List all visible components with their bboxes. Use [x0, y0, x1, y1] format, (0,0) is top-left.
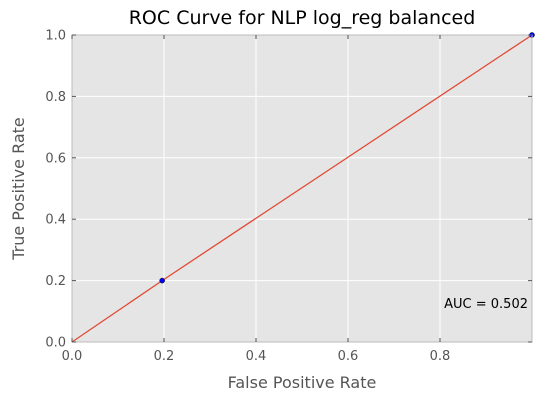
roc-point-0: [159, 277, 165, 284]
x-tick-label-4: 0.8: [430, 349, 451, 364]
tick-layer: [71, 34, 532, 343]
x-tick-label-1: 0.2: [154, 349, 175, 364]
y-tick-label-1: 0.2: [45, 274, 66, 289]
x-tick-label-2: 0.4: [246, 349, 267, 364]
x-tick-label-0: 0.0: [62, 349, 83, 364]
x-axis-label: False Positive Rate: [228, 373, 377, 392]
y-tick-label-0: 0.0: [45, 336, 66, 351]
auc-annotation: AUC = 0.502: [444, 297, 528, 312]
y-tick-label-3: 0.6: [45, 151, 66, 166]
y-tick-label-5: 1.0: [45, 29, 66, 44]
tick-labels: 0.0 0.2 0.4 0.6 0.8 0.0 0.2 0.4 0.6 0.8 1.0: [45, 29, 450, 365]
plot-frame: [71, 34, 533, 343]
x-tick-label-3: 0.6: [338, 349, 359, 364]
y-axis-label: True Positive Rate: [9, 117, 28, 261]
y-tick-label-2: 0.4: [45, 213, 66, 228]
chart-title: ROC Curve for NLP log_reg balanced: [129, 7, 476, 29]
y-tick-label-4: 0.8: [45, 90, 66, 105]
